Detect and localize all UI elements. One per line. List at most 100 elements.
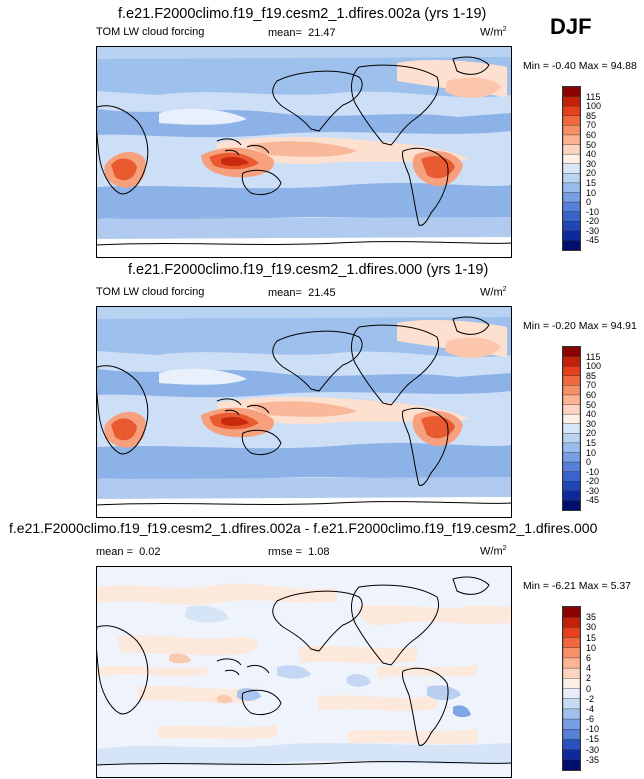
panel-3-units: W/m2 <box>480 545 507 558</box>
colorbar-tick-label: -35 <box>586 754 600 765</box>
colorbar-swatch <box>563 413 580 425</box>
colorbar-tick-label: 35 <box>586 612 597 623</box>
season-label: DJF <box>550 14 592 39</box>
colorbar-swatch <box>563 347 580 358</box>
colorbar-tick-label: 0 <box>586 197 592 208</box>
colorbar-tick-label: 0 <box>586 457 592 468</box>
colorbar-tick-label: 60 <box>586 389 597 400</box>
colorbar-tick-label: 0 <box>586 683 592 694</box>
colorbar-swatch <box>563 105 580 117</box>
panel-2-mean: mean= 21.45 <box>268 287 336 299</box>
colorbar-swatch <box>563 365 580 377</box>
colorbar-swatch <box>563 144 580 155</box>
colorbar-swatch <box>563 627 580 639</box>
panel-1-title: f.e21.F2000climo.f19_f19.cesm2_1.dfires.… <box>118 6 487 22</box>
colorbar-tick-label: -6 <box>586 714 595 725</box>
colorbar-tick-label: 30 <box>586 418 597 429</box>
panel-3-contour-field <box>97 567 511 777</box>
panel-1-contour-field <box>97 47 511 257</box>
colorbar-swatch <box>563 461 580 473</box>
colorbar-tick-label: 70 <box>586 380 597 391</box>
colorbar-tick-label: 60 <box>586 129 597 140</box>
colorbar-swatch <box>563 96 580 107</box>
panel-1-map <box>96 46 512 258</box>
colorbar-tick-label: -45 <box>586 495 600 506</box>
colorbar-swatch <box>563 230 580 241</box>
colorbar-swatch <box>563 356 580 367</box>
colorbar-swatch <box>563 688 580 700</box>
colorbar-swatch <box>563 616 580 628</box>
colorbar-tick-label: 10 <box>586 642 597 653</box>
colorbar-tick-label: 50 <box>586 399 597 410</box>
colorbar-tick-label: 15 <box>586 437 597 448</box>
colorbar-tick-label: -2 <box>586 693 595 704</box>
colorbar-swatch <box>563 647 580 659</box>
panel-1-colorbar-swatches <box>563 87 580 250</box>
colorbar-tick-label: 30 <box>586 622 597 633</box>
colorbar-swatch <box>563 500 580 510</box>
colorbar-swatch <box>563 134 580 146</box>
colorbar-tick-label: 6 <box>586 652 592 663</box>
colorbar-swatch <box>563 404 580 415</box>
colorbar-swatch <box>563 182 580 193</box>
panel-3-rmse: rmse = 1.08 <box>268 546 330 558</box>
colorbar-swatch <box>563 667 580 679</box>
colorbar-swatch <box>563 375 580 386</box>
colorbar-tick-label: 30 <box>586 158 597 169</box>
colorbar-tick-label: 10 <box>586 187 597 198</box>
colorbar-tick-label: 100 <box>586 361 602 372</box>
colorbar-tick-label: -30 <box>586 744 600 755</box>
colorbar-tick-label: 50 <box>586 139 597 150</box>
colorbar-tick-label: -15 <box>586 734 600 745</box>
colorbar-swatch <box>563 240 580 250</box>
colorbar-tick-label: 10 <box>586 447 597 458</box>
colorbar-swatch <box>563 637 580 649</box>
colorbar-tick-label: -30 <box>586 485 600 496</box>
colorbar-swatch <box>563 433 580 444</box>
panel-2-units: W/m2 <box>480 286 507 299</box>
colorbar-swatch <box>563 708 580 720</box>
colorbar-tick-label: 85 <box>586 110 597 121</box>
colorbar-swatch <box>563 153 580 165</box>
panel-1-variable-label: TOM LW cloud forcing <box>96 26 205 38</box>
colorbar-tick-label: 115 <box>586 91 601 102</box>
colorbar-swatch <box>563 749 580 761</box>
colorbar-swatch <box>563 221 580 232</box>
colorbar-swatch <box>563 163 580 174</box>
colorbar-swatch <box>563 115 580 126</box>
colorbar-tick-label: -10 <box>586 206 600 217</box>
colorbar-tick-label: 20 <box>586 168 597 179</box>
colorbar-tick-label: -10 <box>586 466 600 477</box>
colorbar-tick-label: 20 <box>586 428 597 439</box>
colorbar-tick-label: 40 <box>586 149 597 160</box>
panel-2-title: f.e21.F2000climo.f19_f19.cesm2_1.dfires.… <box>128 262 489 278</box>
colorbar-tick-label: -20 <box>586 476 600 487</box>
colorbar-swatch <box>563 87 580 98</box>
colorbar-swatch <box>563 718 580 730</box>
colorbar-swatch <box>563 490 580 501</box>
panel-3-min-max: Min = -6.21 Max = 5.37 <box>523 580 631 592</box>
panel-1-mean: mean= 21.47 <box>268 27 336 39</box>
colorbar-tick-label: 4 <box>586 663 592 674</box>
colorbar-swatch <box>563 452 580 463</box>
panel-2-map <box>96 306 512 518</box>
panel-2-colorbar <box>562 346 581 511</box>
colorbar-swatch <box>563 442 580 453</box>
colorbar-swatch <box>563 759 580 770</box>
colorbar-tick-label: -10 <box>586 724 600 735</box>
panel-1-colorbar <box>562 86 581 251</box>
colorbar-swatch <box>563 125 580 136</box>
colorbar-swatch <box>563 657 580 669</box>
colorbar-swatch <box>563 739 580 751</box>
colorbar-tick-label: -30 <box>586 225 600 236</box>
panel-2-colorbar-swatches <box>563 347 580 510</box>
colorbar-tick-label: 70 <box>586 120 597 131</box>
colorbar-tick-label: -4 <box>586 703 595 714</box>
panel-3-map <box>96 566 512 778</box>
colorbar-swatch <box>563 678 580 689</box>
colorbar-swatch <box>563 201 580 213</box>
colorbar-swatch <box>563 173 580 184</box>
panel-2-contour-field <box>97 307 511 517</box>
colorbar-tick-label: 2 <box>586 673 592 684</box>
colorbar-tick-label: -20 <box>586 216 600 227</box>
